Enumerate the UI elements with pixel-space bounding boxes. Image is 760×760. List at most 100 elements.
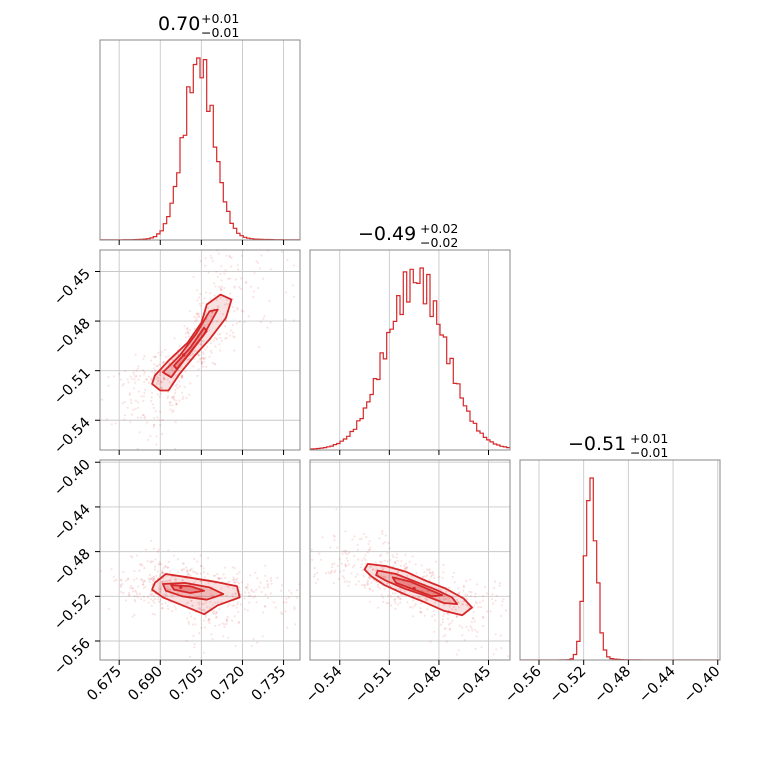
sample-point: [253, 290, 256, 293]
sample-point: [366, 582, 369, 586]
sample-point: [209, 254, 212, 257]
sample-point: [394, 607, 397, 611]
sample-point: [332, 534, 335, 537]
sample-point: [382, 542, 385, 545]
sample-point: [461, 603, 465, 606]
sample-point: [143, 599, 146, 602]
sample-point: [254, 571, 257, 574]
title-upper-error: +0.02: [420, 221, 458, 236]
sample-point: [220, 279, 223, 282]
sample-point: [216, 573, 219, 576]
sample-point: [507, 655, 510, 658]
sample-point: [409, 606, 412, 609]
sample-point: [193, 646, 196, 649]
sample-point: [280, 536, 282, 538]
sample-point: [442, 614, 445, 618]
sample-point: [215, 616, 218, 619]
sample-point: [212, 339, 216, 342]
sample-point: [187, 358, 190, 361]
sample-point: [369, 565, 372, 568]
sample-point: [451, 619, 454, 623]
sample-point: [280, 584, 284, 587]
sample-point: [215, 298, 218, 302]
sample-point: [397, 595, 400, 598]
sample-point: [228, 580, 231, 583]
sample-point: [302, 201, 304, 203]
sample-point: [213, 294, 216, 297]
sample-point: [220, 288, 223, 291]
sample-point: [195, 319, 198, 322]
sample-point: [426, 598, 429, 602]
sample-point: [403, 566, 407, 569]
sample-point: [457, 587, 460, 590]
sample-point: [446, 612, 449, 615]
sample-point: [159, 381, 162, 384]
sample-point: [147, 595, 150, 599]
sample-point: [274, 180, 276, 182]
sample-point: [452, 571, 455, 574]
sample-point: [338, 558, 341, 561]
sample-point: [107, 376, 110, 379]
sample-point: [333, 562, 336, 565]
sample-point: [162, 580, 165, 583]
sample-point: [448, 605, 451, 608]
sample-point: [344, 551, 347, 555]
sample-point: [143, 371, 146, 374]
sample-point: [115, 578, 118, 582]
sample-point: [432, 609, 435, 612]
sample-point: [171, 610, 174, 613]
sample-point: [215, 270, 218, 273]
sample-point: [456, 653, 459, 656]
sample-point: [181, 374, 184, 377]
sample-point: [455, 615, 459, 618]
sample-point: [193, 349, 196, 353]
sample-point: [424, 575, 427, 578]
sample-point: [516, 643, 518, 645]
sample-point: [288, 589, 291, 592]
sample-point: [293, 184, 295, 186]
sample-point: [225, 541, 227, 543]
sample-point: [402, 580, 405, 583]
sample-point: [384, 534, 387, 537]
sample-point: [199, 572, 202, 575]
x-tick-label: −0.54: [303, 664, 346, 707]
sample-point: [178, 380, 181, 383]
sample-point: [372, 568, 375, 571]
sample-point: [351, 538, 354, 541]
sample-point: [274, 606, 277, 609]
sample-point: [215, 616, 218, 619]
sample-point: [457, 606, 460, 609]
sample-point: [214, 613, 217, 616]
x-tick-label: 0.675: [84, 664, 125, 705]
sample-point: [224, 319, 228, 322]
y-tick-label: −0.48: [51, 316, 94, 359]
sample-point: [287, 596, 291, 599]
sample-point: [196, 374, 199, 377]
sample-point: [406, 601, 409, 604]
sample-point: [202, 651, 205, 654]
sample-point: [159, 587, 162, 590]
sample-point: [142, 595, 145, 598]
sample-point: [407, 583, 410, 586]
sample-point: [254, 667, 256, 669]
sample-point: [159, 590, 162, 594]
sample-point: [431, 593, 435, 596]
sample-point: [340, 562, 343, 566]
sample-point: [197, 315, 200, 318]
sample-point: [428, 571, 432, 574]
sample-point: [245, 191, 247, 193]
sample-point: [474, 592, 477, 595]
sample-point: [426, 608, 429, 611]
sample-point: [189, 568, 192, 572]
sample-point: [143, 579, 146, 583]
sample-point: [140, 416, 143, 419]
scatter-panel-1-2: −0.54 −0.51 −0.48 −0.45: [51, 180, 304, 457]
sample-point: [211, 603, 214, 606]
sample-point: [231, 566, 234, 569]
sample-point: [255, 260, 258, 263]
panel-frame: [309, 459, 511, 661]
x-tick-label: 0.690: [125, 664, 166, 705]
sample-point: [266, 586, 269, 589]
sample-point: [149, 593, 152, 596]
sample-point: [400, 560, 403, 563]
